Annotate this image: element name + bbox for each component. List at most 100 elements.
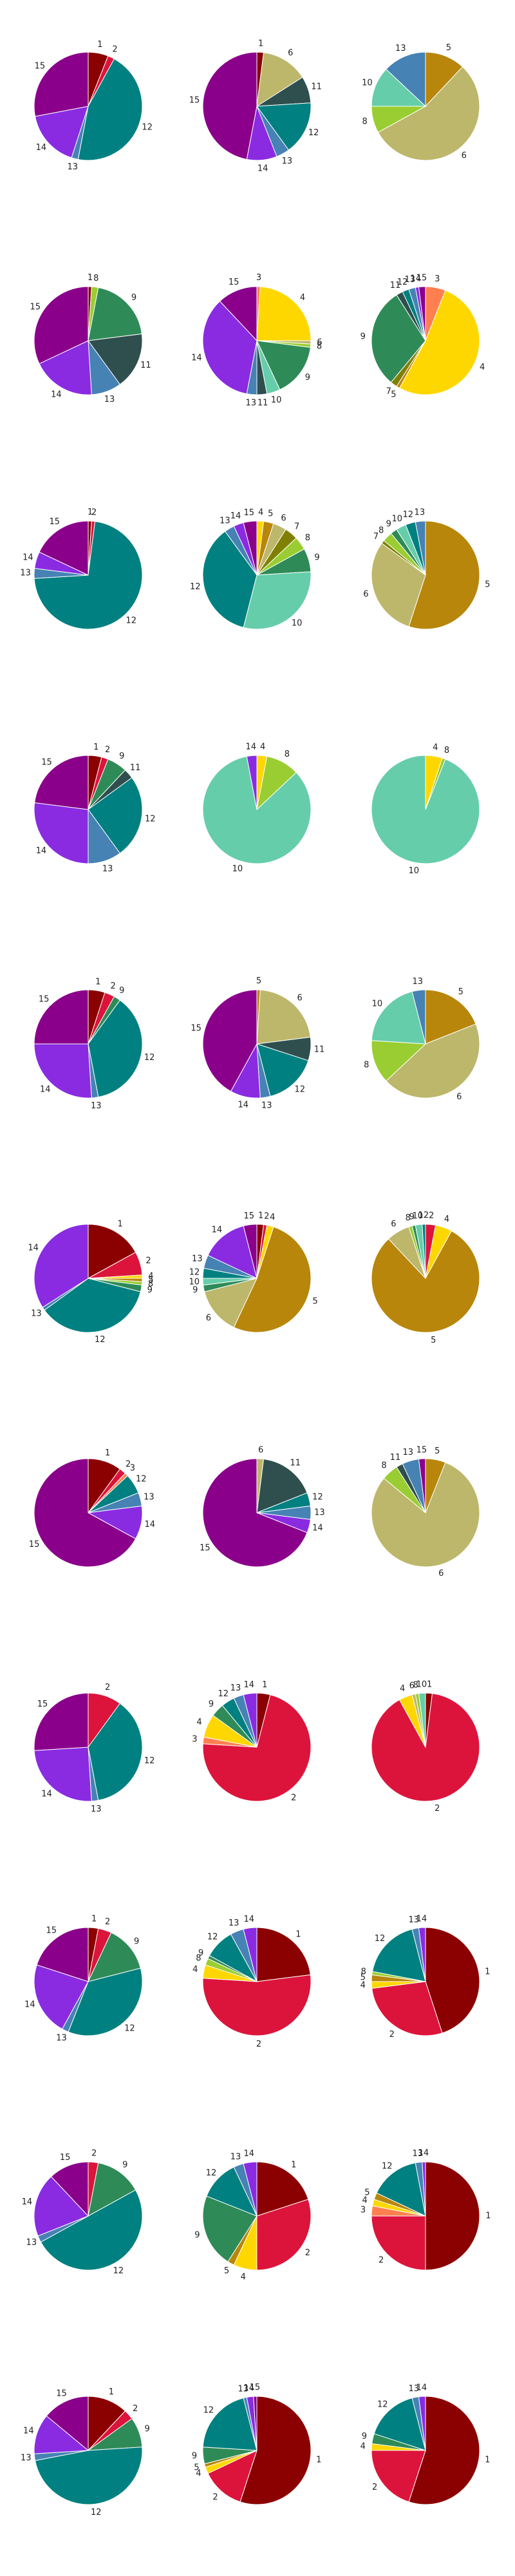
slice-label: 14 bbox=[36, 143, 47, 153]
slice-label: 15 bbox=[229, 278, 239, 287]
pie-slice bbox=[256, 989, 311, 1045]
slice-label: 1 bbox=[485, 2456, 490, 2465]
slice-label: 11 bbox=[314, 1045, 325, 1055]
pie-slice bbox=[40, 2189, 143, 2271]
pie-slice bbox=[33, 1964, 89, 2030]
slice-label: 13 bbox=[91, 1101, 102, 1111]
pie-slice bbox=[33, 1692, 89, 1751]
slice-label: 1 bbox=[93, 743, 98, 752]
slice-label: 8 bbox=[364, 1061, 369, 1070]
slice-label: 1 bbox=[105, 1448, 110, 1458]
pie-slice bbox=[36, 1927, 89, 1982]
pie-slice bbox=[256, 2199, 312, 2271]
slice-label: 5 bbox=[446, 43, 451, 53]
pie-chart: 5 6 8 10 13 bbox=[364, 977, 480, 1102]
slice-label: 12 bbox=[144, 1756, 155, 1766]
slice-label: 13 bbox=[403, 1448, 414, 1457]
slice-label: 13 bbox=[238, 2384, 248, 2394]
pie-slice bbox=[256, 2161, 309, 2217]
pie-slice bbox=[33, 2176, 89, 2237]
slice-label: 15 bbox=[35, 61, 46, 71]
slice-label: 5 bbox=[194, 2463, 199, 2473]
slice-label: 9 bbox=[362, 2432, 367, 2441]
pie-chart: 6 11 12 13 14 15 bbox=[200, 1445, 325, 1567]
pie-slice bbox=[202, 2195, 258, 2262]
slice-label: 15 bbox=[200, 1543, 211, 1553]
slice-label: 12 bbox=[124, 2024, 135, 2034]
slice-label: 14 bbox=[418, 2148, 429, 2158]
slice-label: 12 bbox=[375, 1934, 386, 1944]
slice-label: 12 bbox=[207, 1933, 218, 1942]
pie-slice bbox=[371, 1693, 480, 1802]
pie-slice bbox=[206, 2166, 258, 2217]
pie-slice bbox=[371, 1040, 427, 1082]
slice-label: 9 bbox=[194, 2231, 200, 2240]
slice-label: 4 bbox=[300, 293, 305, 303]
pie-slice bbox=[68, 1967, 143, 2036]
pie-chart: 12 12 13 14 15 bbox=[20, 507, 143, 630]
slice-label: 14 bbox=[244, 2383, 255, 2393]
slice-label: 15 bbox=[30, 302, 41, 312]
pie-slice bbox=[256, 1459, 308, 1513]
slice-label: 15 bbox=[60, 2153, 71, 2163]
slice-label: 4 bbox=[360, 2441, 366, 2451]
slice-label: 14 bbox=[22, 2197, 33, 2207]
slice-label: 15 bbox=[244, 508, 255, 518]
pie-slice bbox=[256, 340, 311, 390]
slice-label: 5 bbox=[435, 1446, 440, 1456]
slice-label: 14 bbox=[36, 846, 47, 856]
slice-label: 14 bbox=[23, 2426, 34, 2436]
pie-slice bbox=[34, 2447, 143, 2505]
slice-label: 14 bbox=[244, 1915, 255, 1924]
slice-label: 13 bbox=[413, 2149, 424, 2159]
slice-label: 14 bbox=[312, 1524, 323, 1533]
slice-label: 10 bbox=[292, 619, 303, 629]
slice-label: 10 bbox=[417, 1680, 427, 1689]
slice-label: 14 bbox=[244, 2149, 255, 2159]
pie-slice bbox=[33, 286, 89, 365]
pie-slice bbox=[408, 2396, 480, 2505]
pie-slice bbox=[207, 2450, 258, 2503]
pie-slice bbox=[256, 286, 312, 341]
slice-label: 13 bbox=[404, 275, 415, 285]
pie-slice bbox=[34, 106, 89, 158]
pie-slice bbox=[202, 1974, 312, 2036]
slice-label: 6 bbox=[206, 1314, 211, 1323]
slice-label: 1 bbox=[91, 1914, 97, 1924]
pie-slice bbox=[408, 520, 480, 630]
slice-label: 15 bbox=[56, 2389, 67, 2398]
slice-label: 15 bbox=[29, 1540, 40, 1549]
slice-label: 2 bbox=[212, 2493, 218, 2503]
slice-label: 12 bbox=[144, 1053, 155, 1063]
pie-slice bbox=[371, 68, 427, 107]
slice-label: 5 bbox=[458, 987, 464, 997]
slice-label: 6 bbox=[438, 1569, 444, 1578]
pie-slice bbox=[219, 286, 258, 342]
slice-label: 13 bbox=[413, 977, 424, 987]
slice-label: 4 bbox=[360, 1981, 366, 1991]
pie-slice bbox=[202, 1458, 308, 1567]
pie-slice bbox=[371, 991, 426, 1045]
slice-label: 2 bbox=[372, 2483, 377, 2492]
pie-slice bbox=[46, 2396, 89, 2452]
slice-label: 4 bbox=[192, 1965, 198, 1975]
slice-label: 14 bbox=[246, 742, 257, 752]
slice-label: 5 bbox=[360, 1973, 366, 1982]
slice-label: 6 bbox=[281, 513, 286, 523]
pie-slice bbox=[88, 999, 143, 1098]
slice-label: 4 bbox=[241, 2273, 246, 2282]
slice-label: 13 bbox=[144, 1492, 154, 1502]
slice-label: 9 bbox=[192, 2452, 197, 2461]
slice-label: 13 bbox=[395, 44, 406, 53]
pie-slice bbox=[207, 1226, 258, 1279]
slice-label: 14 bbox=[258, 164, 268, 174]
slice-label: 12 bbox=[308, 128, 319, 138]
pie-slice bbox=[425, 989, 476, 1045]
pie-slice bbox=[418, 1692, 426, 1748]
slice-label: 2 bbox=[105, 1917, 110, 1927]
slice-label: 1 bbox=[316, 2456, 321, 2465]
slice-label: 9 bbox=[119, 752, 124, 761]
